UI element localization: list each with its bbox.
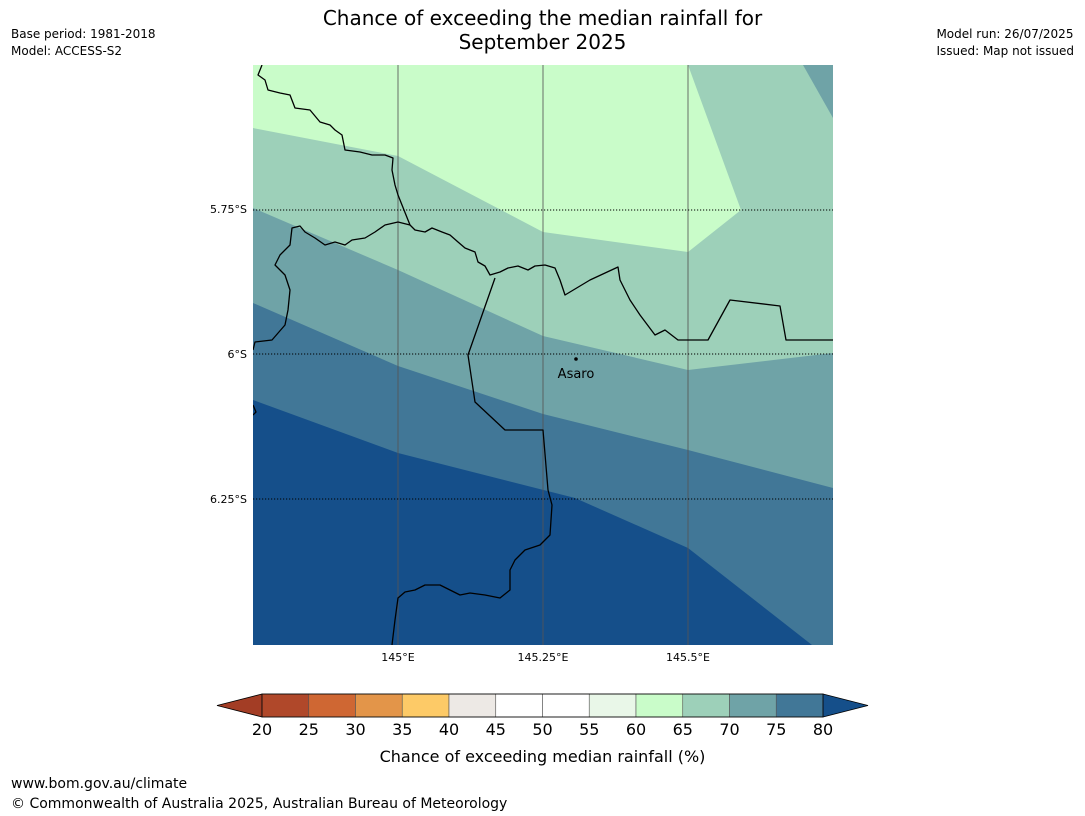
colorbar-bin-40-45	[448, 693, 497, 718]
lon-label-14500: 145°E	[381, 651, 414, 664]
model-run-text: Model run: 26/07/2025	[936, 27, 1074, 41]
western-boundary	[253, 221, 411, 351]
colorbar-tick-label-25: 25	[299, 720, 319, 739]
colorbar-tick-label-80: 80	[813, 720, 833, 739]
colorbar-bin-55-60	[588, 693, 637, 718]
colorbar-tick-label-60: 60	[626, 720, 646, 739]
map-panel: Asaro	[253, 65, 833, 645]
colorbar-bin-65-70	[682, 693, 730, 718]
colorbar-tick-label-65: 65	[673, 720, 693, 739]
province-boundaries	[253, 65, 833, 645]
colorbar-tick-label-30: 30	[345, 720, 365, 739]
map-title-line2: September 2025	[458, 30, 627, 54]
colorbar-tick-label-75: 75	[766, 720, 786, 739]
issued-text: Issued: Map not issued	[936, 44, 1074, 58]
colorbar-tick-label-50: 50	[532, 720, 552, 739]
run-info: Model run: 26/07/2025 Issued: Map not is…	[936, 26, 1074, 60]
colorbar-tick-label-35: 35	[392, 720, 412, 739]
central-boundary	[391, 277, 553, 645]
place-asaro: Asaro	[558, 357, 595, 382]
model-info: Base period: 1981-2018 Model: ACCESS-S2	[11, 26, 156, 60]
base-period-text: Base period: 1981-2018	[11, 27, 156, 41]
colorbar-bin-70-75	[729, 693, 777, 718]
lat-label-600: 6°S	[228, 348, 247, 361]
latitude-tick-labels: 5.75°S 6°S 6.25°S	[210, 203, 247, 506]
asaro-marker	[574, 357, 578, 361]
footer-url: www.bom.gov.au/climate	[11, 776, 188, 792]
colorbar-title: Chance of exceeding median rainfall (%)	[380, 747, 706, 766]
northern-boundary	[257, 65, 833, 341]
model-name-text: Model: ACCESS-S2	[11, 44, 123, 58]
footer: www.bom.gov.au/climate © Commonwealth of…	[11, 774, 507, 814]
colorbar-tick-label-55: 55	[579, 720, 599, 739]
colorbar-over-arrow	[822, 693, 869, 718]
colorbar-bin-50-55	[542, 693, 590, 718]
lon-label-14525: 145.25°E	[518, 651, 569, 664]
colorbar-bin-45-50	[495, 693, 543, 718]
latitude-gridlines	[253, 209, 833, 500]
colorbar-bin-25-30	[308, 693, 356, 718]
colorbar-bin-20-25	[261, 693, 310, 718]
lat-label-575: 5.75°S	[210, 203, 247, 216]
colorbar-bin-60-65	[635, 693, 684, 718]
colorbar-under-arrow	[216, 693, 263, 718]
colorbar-tick-label-70: 70	[719, 720, 739, 739]
map-title-line1: Chance of exceeding the median rainfall …	[322, 6, 763, 30]
asaro-label: Asaro	[558, 367, 595, 382]
colorbar-tick-label-40: 40	[439, 720, 459, 739]
footer-copyright: © Commonwealth of Australia 2025, Austra…	[11, 796, 508, 812]
longitude-tick-labels: 145°E 145.25°E 145.5°E	[381, 651, 710, 664]
colorbar-outline	[261, 693, 824, 718]
colorbar-legend: 20 25 30 35 40 45 50 55 60 65 70 75 80 Chance of exce…	[216, 693, 869, 766]
probability-band-70-75-corner	[803, 65, 833, 118]
lat-label-625: 6.25°S	[210, 493, 247, 506]
map-title: Chance of exceeding the median rainfall …	[0, 6, 1085, 54]
colorbar-tick-label-20: 20	[252, 720, 272, 739]
longitude-gridlines	[397, 65, 689, 645]
west-edge-fragment	[253, 404, 257, 416]
lon-label-14550: 145.5°E	[666, 651, 710, 664]
colorbar-bin-30-35	[355, 693, 403, 718]
probability-band-60-65	[253, 65, 741, 252]
colorbar-bin-35-40	[401, 693, 450, 718]
colorbar-bin-75-80	[775, 693, 824, 718]
colorbar-tick-label-45: 45	[486, 720, 506, 739]
